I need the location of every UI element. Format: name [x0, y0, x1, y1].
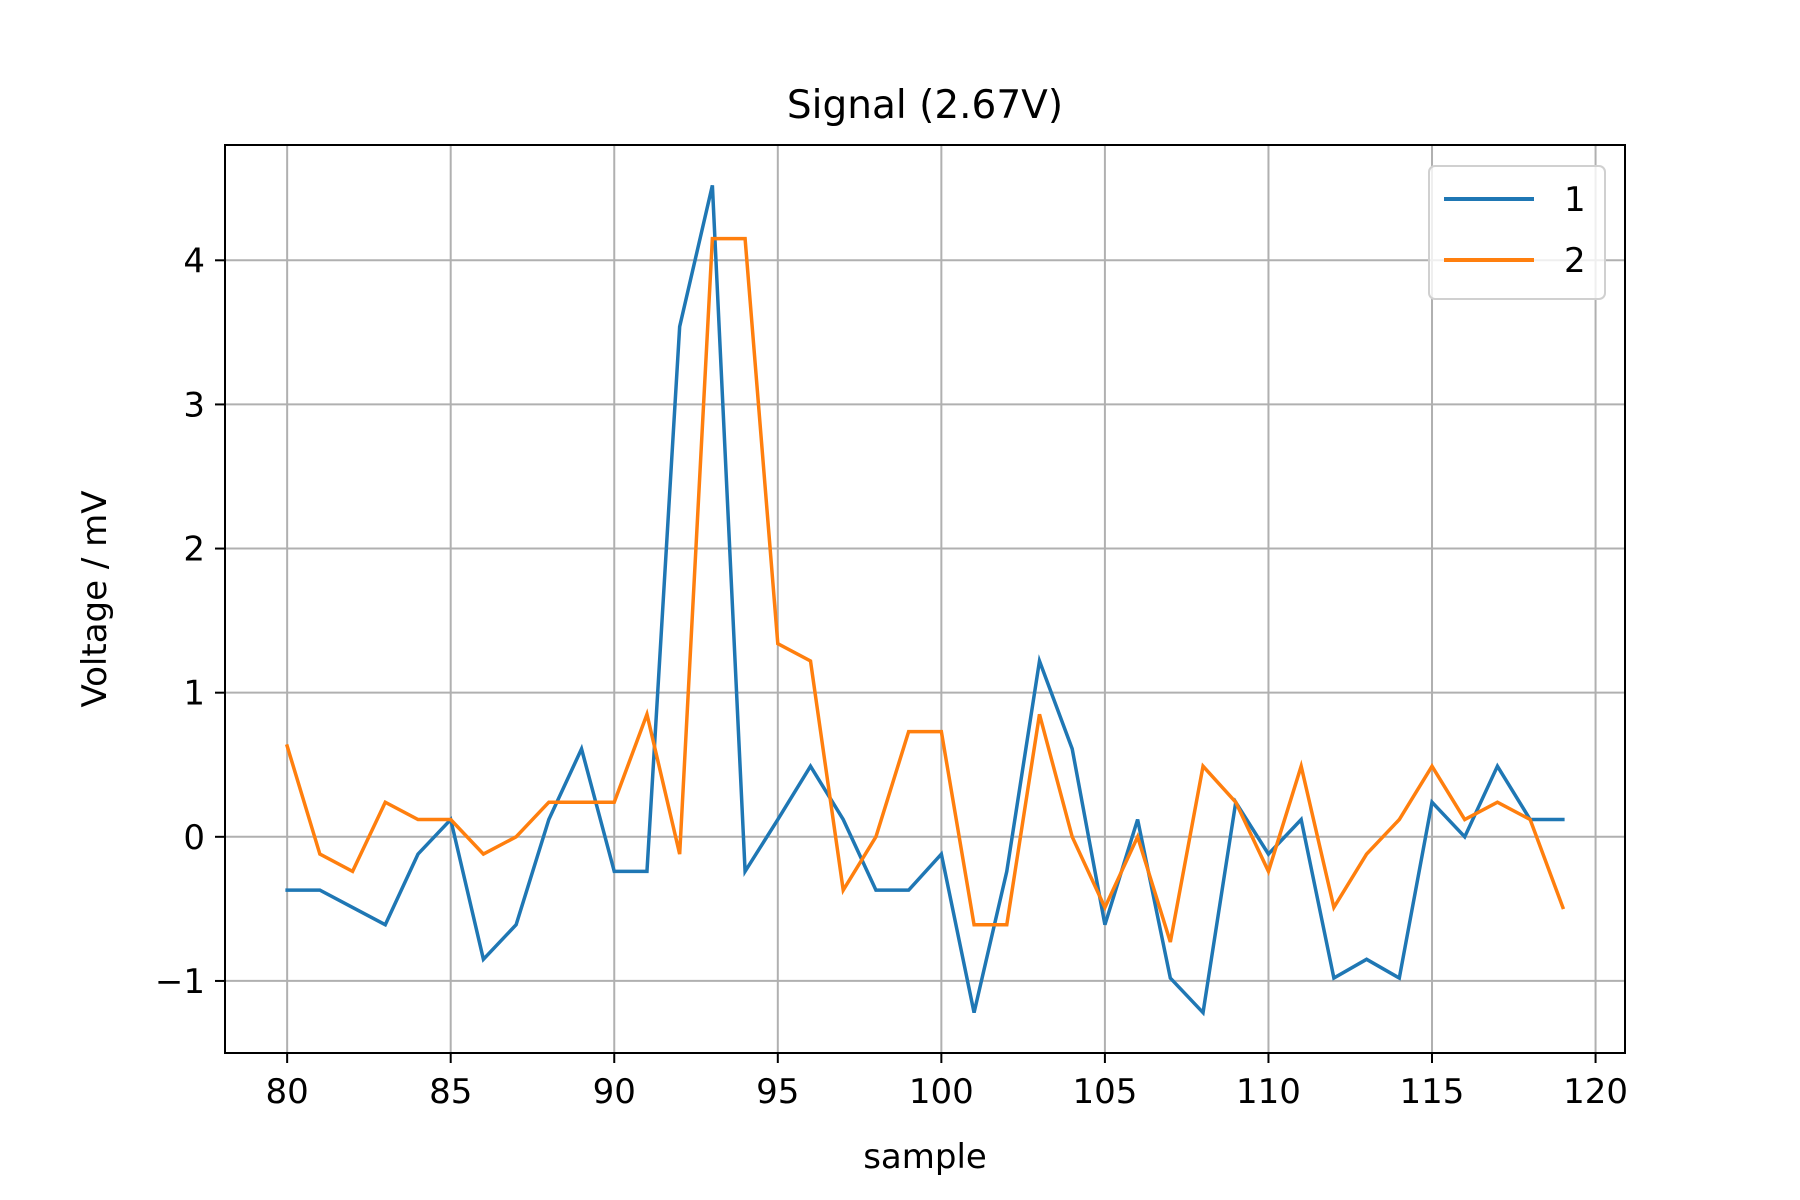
x-tick-label: 120 — [1563, 1072, 1628, 1112]
series-line-2 — [284, 236, 1566, 943]
x-tick-label: 85 — [429, 1072, 472, 1112]
plot-area — [225, 145, 1625, 1053]
legend-label-series-1: 1 — [1564, 180, 1586, 220]
x-tick-label: 115 — [1400, 1072, 1465, 1112]
y-axis-label: Voltage / mV — [75, 491, 115, 708]
y-tick-label: 3 — [183, 385, 205, 425]
y-tick-label: 1 — [183, 674, 205, 714]
x-tick-label: 90 — [593, 1072, 636, 1112]
legend-label-series-2: 2 — [1564, 241, 1586, 281]
x-tick-label: 100 — [909, 1072, 974, 1112]
series-layer — [284, 184, 1566, 1017]
x-tick-label: 110 — [1236, 1072, 1301, 1112]
chart-title: Signal (2.67V) — [787, 83, 1063, 128]
plot-frame — [224, 144, 1626, 1054]
y-tick-label: −1 — [155, 962, 205, 1002]
tick-layer: 80 85 90 95 100 105 110 115 120 −1 0 1 2 3 4 — [155, 241, 1628, 1112]
x-tick-label: 80 — [266, 1072, 309, 1112]
legend: 1 2 — [1428, 165, 1606, 300]
x-tick-label: 105 — [1072, 1072, 1137, 1112]
y-tick-label: 0 — [183, 818, 205, 858]
y-tick-label: 2 — [183, 530, 205, 570]
x-axis-label: sample — [863, 1137, 987, 1177]
series-line-1 — [285, 184, 1565, 1017]
y-tick-label: 4 — [183, 241, 205, 281]
x-tick-label: 95 — [756, 1072, 799, 1112]
